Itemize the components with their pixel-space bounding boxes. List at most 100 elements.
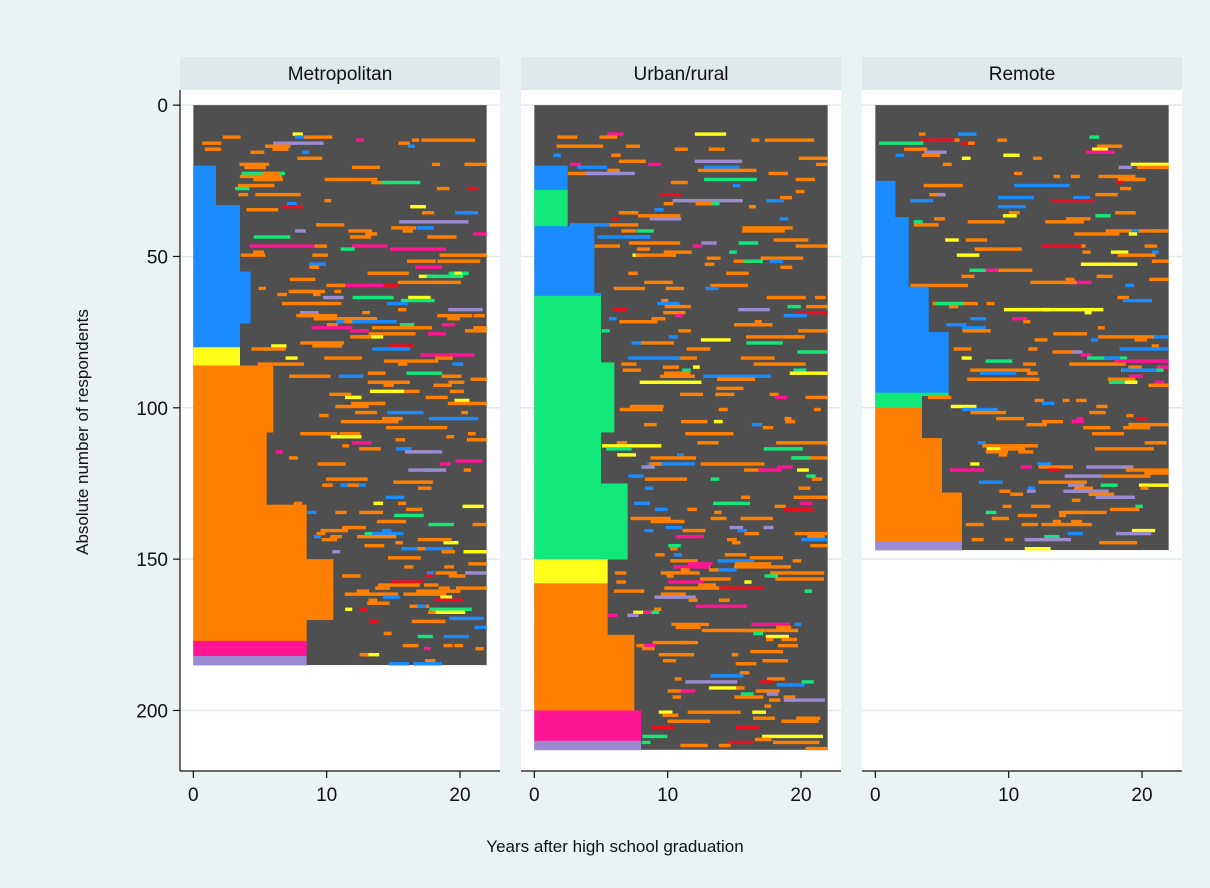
sequence-state [1072,420,1085,423]
sequence-state [875,474,942,477]
sequence-state [709,686,738,689]
sequence-state [534,559,607,562]
sequence-state [875,302,928,305]
sequence-state [1052,350,1074,353]
sequence-state [1035,399,1044,402]
sequence-state [1119,166,1132,169]
sequence-state [534,650,634,653]
sequence-state [534,323,601,326]
sequence-state [1104,356,1120,359]
sequence-state [1066,278,1075,281]
sequence-state [717,378,755,381]
sequence-state [797,350,827,353]
sequence-state [534,290,594,293]
sequence-state [534,232,594,235]
sequence-state [193,662,306,665]
sequence-state [1074,486,1093,489]
sequence-state [193,402,273,405]
sequence-state [193,362,240,365]
sequence-state [966,238,988,241]
sequence-state [534,541,627,544]
sequence-state [744,532,759,535]
sequence-state [534,747,641,750]
sequence-state [875,223,908,226]
sequence-state [1009,211,1020,214]
sequence-state [277,293,287,296]
sequence-state [753,632,763,635]
sequence-state [329,393,351,396]
sequence-state [668,544,680,547]
sequence-state [534,444,601,447]
sequence-state [300,432,337,435]
sequence-state [1012,317,1027,320]
sequence-state [193,284,250,287]
sequence-state [875,214,895,217]
sequence-state [755,320,762,323]
sequence-state [875,235,908,238]
sequence-state [238,184,274,187]
sequence-state [770,571,824,574]
sequence-state [444,565,454,568]
sequence-state [676,626,701,629]
sequence-state [696,202,713,205]
sequence-state [970,411,1006,414]
sequence-state [986,359,1013,362]
sequence-state [630,405,664,408]
sequence-state [655,508,667,511]
sequence-state [875,450,942,453]
sequence-state [534,405,614,408]
sequence-state [534,378,614,381]
sequence-state [398,308,406,311]
sequence-state [302,151,309,154]
sequence-state [324,199,331,202]
sequence-state [992,517,1009,520]
sequence-state [193,562,333,565]
sequence-state [193,202,216,205]
sequence-state [1028,347,1037,350]
sequence-state [332,550,340,553]
sequence-state [1126,414,1133,417]
sequence-state [395,541,403,544]
sequence-state [372,326,432,329]
sequence-state [790,371,828,374]
sequence-state [534,181,567,184]
sequence-state [910,199,933,202]
sequence-state [193,529,306,532]
sequence-state [875,384,948,387]
sequence-state [651,317,665,320]
sequence-state [342,444,349,447]
sequence-state [534,692,634,695]
sequence-state [875,390,948,393]
sequence-state [675,677,682,680]
sequence-state [713,502,750,505]
sequence-state [383,595,399,598]
sequence-state [752,323,764,326]
sequence-state [534,241,594,244]
sequence-state [393,480,432,483]
sequence-state [641,465,654,468]
sequence-state [875,187,895,190]
sequence-state [875,278,908,281]
sequence-state [1042,402,1054,405]
sequence-state [744,580,751,583]
sequence-state [680,393,703,396]
sequence-state [368,532,404,535]
sequence-state [317,462,345,465]
sequence-state [193,493,266,496]
sequence-state [448,381,464,384]
sequence-state [373,502,383,505]
sequence-state [534,623,607,626]
sequence-state [655,553,664,556]
sequence-state [1072,350,1082,353]
x-tick-label: 20 [1131,785,1152,806]
sequence-state [875,344,948,347]
sequence-state [612,217,619,220]
sequence-state [534,583,607,586]
sequence-state [651,520,685,523]
sequence-state [577,166,607,169]
sequence-state [534,299,601,302]
sequence-state [193,520,306,523]
sequence-state [703,375,770,378]
sequence-state [534,438,601,441]
